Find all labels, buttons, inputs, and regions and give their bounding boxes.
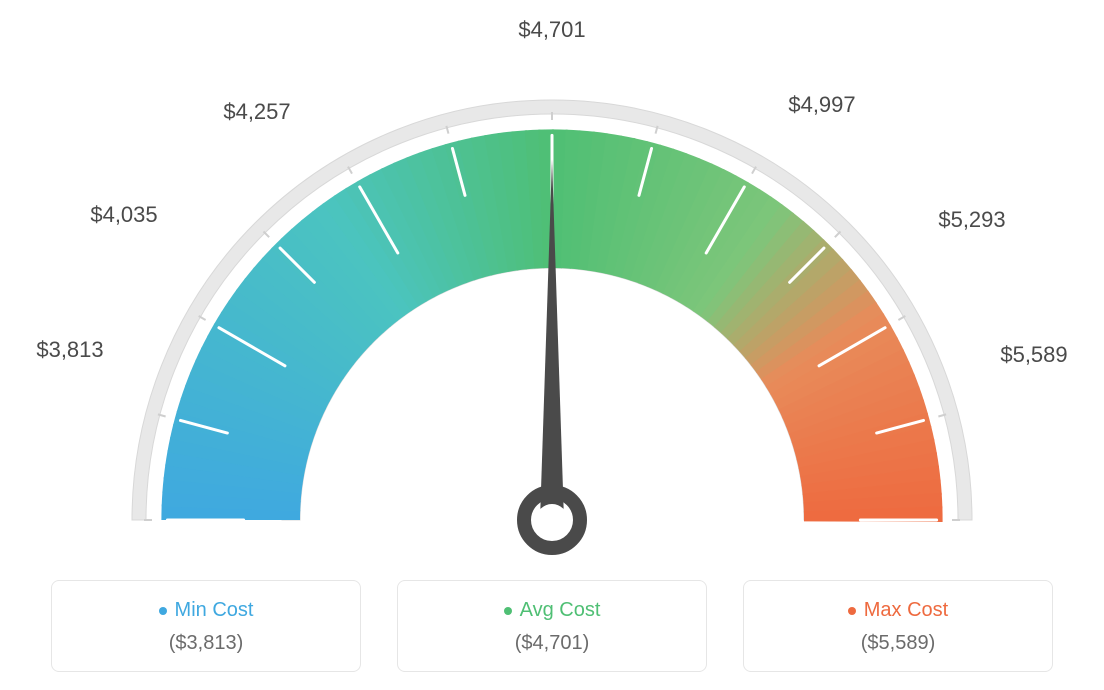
legend-card-avg: Avg Cost ($4,701) bbox=[397, 580, 707, 672]
gauge-tick-label: $4,257 bbox=[223, 99, 290, 125]
legend-title-min: Min Cost bbox=[159, 599, 254, 622]
gauge-tick-label: $4,035 bbox=[90, 202, 157, 228]
gauge-chart: $3,813 $4,035 $4,257 $4,701 $4,997 $5,293 $5,5… bbox=[0, 0, 1104, 560]
gauge-tick-label: $3,813 bbox=[36, 337, 103, 363]
dot-icon-min bbox=[159, 607, 167, 615]
dot-icon-max bbox=[848, 607, 856, 615]
legend-label-max: Max Cost bbox=[864, 599, 948, 622]
legend-title-max: Max Cost bbox=[848, 599, 948, 622]
legend-row: Min Cost ($3,813) Avg Cost ($4,701) Max … bbox=[0, 580, 1104, 672]
legend-value-avg: ($4,701) bbox=[418, 632, 686, 655]
gauge-tick-label: $4,997 bbox=[788, 92, 855, 118]
legend-value-max: ($5,589) bbox=[764, 632, 1032, 655]
legend-label-min: Min Cost bbox=[175, 599, 254, 622]
gauge-tick-label: $5,589 bbox=[1000, 342, 1067, 368]
gauge-tick-label: $5,293 bbox=[938, 207, 1005, 233]
gauge-tick-label: $4,701 bbox=[518, 17, 585, 43]
legend-label-avg: Avg Cost bbox=[520, 599, 601, 622]
legend-value-min: ($3,813) bbox=[72, 632, 340, 655]
legend-card-min: Min Cost ($3,813) bbox=[51, 580, 361, 672]
legend-title-avg: Avg Cost bbox=[504, 599, 601, 622]
gauge-svg bbox=[102, 50, 1002, 570]
dot-icon-avg bbox=[504, 607, 512, 615]
legend-card-max: Max Cost ($5,589) bbox=[743, 580, 1053, 672]
